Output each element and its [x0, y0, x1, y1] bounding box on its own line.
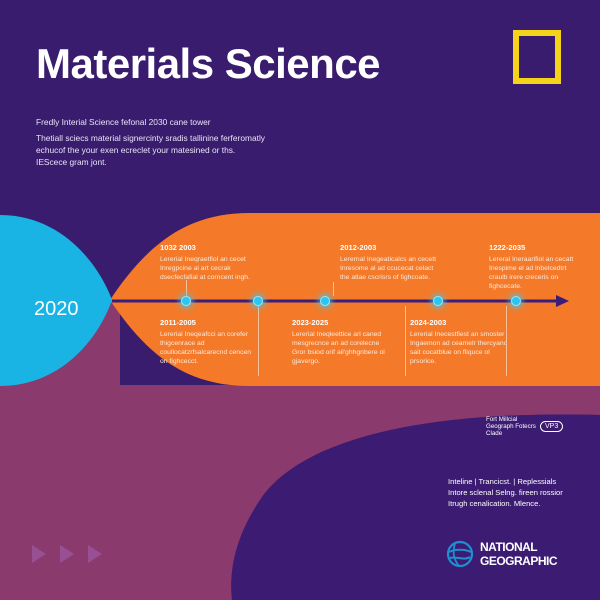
connector-tick	[333, 282, 334, 296]
timeline-event-upper-3: 1222-2035 Lereral Ineraarifiol an cecatt…	[489, 243, 584, 291]
event-text: Lererial Ineqeafcci an corefer thigcenra…	[160, 331, 252, 365]
logo-line-2: GEOGRAPHIC	[480, 554, 558, 568]
event-text: Lererial Ineqleettice arl caned mesgrecn…	[292, 331, 385, 365]
event-text: Lererial Inecestfiest an smoster Ingaemo…	[410, 331, 508, 365]
event-year: 2011-2005	[160, 318, 196, 327]
connector-tick	[186, 280, 187, 296]
event-year: 2023-2025	[292, 318, 329, 327]
timeline-event-lower-3: 2024-2003 Lererial Inecestfiest an smost…	[410, 318, 510, 366]
timeline-node	[511, 296, 521, 306]
play-arrow-icon	[32, 545, 46, 563]
event-year: 1032 2003	[160, 243, 196, 252]
timeline-event-lower-2: 2023-2025 Lererial Ineqleettice arl cane…	[292, 318, 392, 366]
purple-lower-region	[231, 414, 600, 600]
event-text: Lereral Ineraarifiol an cecatt Inespime …	[489, 256, 574, 290]
timeline-node	[253, 296, 263, 306]
timeline-start-year: 2020	[34, 298, 79, 320]
brand-frame-icon	[513, 30, 561, 84]
timeline-node	[433, 296, 443, 306]
timeline-node	[320, 296, 330, 306]
intro-lead: Fredly Interial Science fefonal 2030 can…	[36, 117, 211, 127]
connector-tick	[258, 306, 259, 376]
credits-line-2: Intore sclenal Selng. fireen rossior	[448, 488, 563, 497]
credits: Inteline | Trancicst. | Replessials Into…	[448, 476, 588, 509]
timeline-event-upper-1: 1032 2003 Lererial Ineqraetfiol an cecet…	[160, 243, 260, 282]
event-year: 2024-2003	[410, 318, 447, 327]
event-text: Lerernal Inegeaticalcs an cecett Inresom…	[340, 256, 436, 281]
badge: Fort Millcial Geograph Fotecrs Clade VP3	[486, 416, 572, 442]
credits-line-3: Itrugh cenalication. Mlence.	[448, 499, 541, 508]
timeline-node	[181, 296, 191, 306]
intro-body: Thetiall sciecs material signercinty sra…	[36, 133, 265, 167]
credits-line-1: Inteline | Trancicst. | Replessials	[448, 477, 557, 486]
intro-text: Fredly Interial Science fefonal 2030 can…	[36, 116, 266, 168]
globe-icon	[446, 540, 474, 568]
cyan-blob	[0, 215, 112, 386]
badge-oval: VP3	[540, 421, 564, 432]
connector-tick	[506, 306, 507, 376]
event-year: 1222-2035	[489, 243, 526, 252]
connector-tick	[405, 306, 406, 376]
logo-wordmark: NATIONAL GEOGRAPHIC	[480, 540, 558, 568]
timeline-event-lower-1: 2011-2005 Lererial Ineqeafcci an corefer…	[160, 318, 260, 366]
page-title: Materials Science	[36, 40, 381, 87]
national-geographic-logo: NATIONAL GEOGRAPHIC	[446, 536, 576, 572]
badge-text: Fort Millcial Geograph Fotecrs Clade	[486, 416, 536, 437]
event-year: 2012-2003	[340, 243, 377, 252]
mauve-region	[0, 385, 600, 600]
play-arrow-icon	[60, 545, 74, 563]
logo-line-1: NATIONAL	[480, 540, 538, 554]
play-arrow-icon	[88, 545, 102, 563]
timeline-arrowhead	[556, 295, 569, 307]
event-text: Lererial Ineqraetfiol an cecet Inregpcin…	[160, 256, 250, 281]
decorative-arrows	[32, 545, 102, 563]
timeline-event-upper-2: 2012-2003 Lerernal Inegeaticalcs an cece…	[340, 243, 440, 282]
